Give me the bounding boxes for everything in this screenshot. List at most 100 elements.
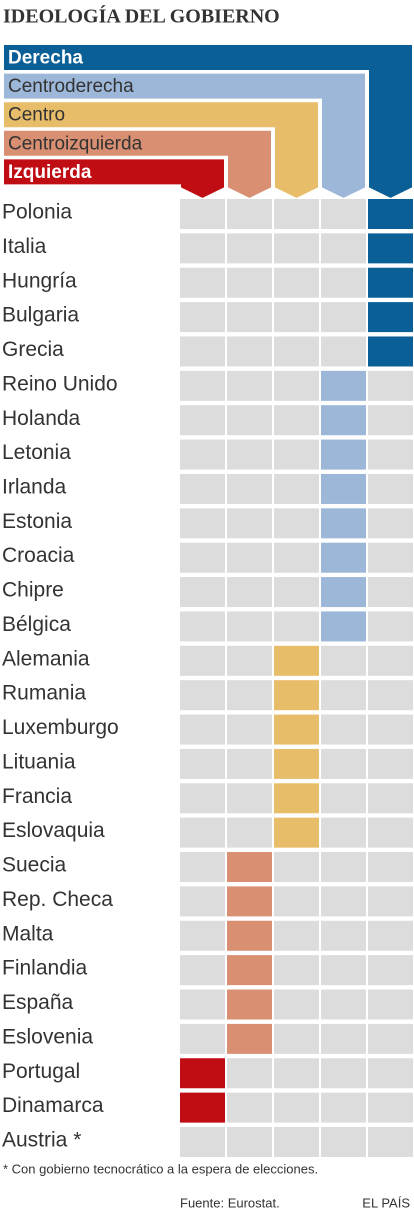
country-label: Finlandia <box>2 957 88 980</box>
empty-cell <box>227 336 272 367</box>
empty-cell <box>274 199 319 229</box>
empty-cell <box>368 473 413 504</box>
empty-cell <box>368 783 413 814</box>
legend-bracket <box>2 43 414 201</box>
empty-cell <box>368 920 413 951</box>
empty-cell <box>321 680 366 711</box>
empty-cell <box>227 439 272 470</box>
empty-cell <box>274 920 319 951</box>
country-label: Hungría <box>2 269 77 292</box>
empty-cell <box>368 1092 413 1123</box>
empty-cell <box>368 989 413 1020</box>
empty-cell <box>368 1058 413 1089</box>
empty-cell <box>227 1092 272 1123</box>
empty-cell <box>321 714 366 745</box>
footnote: * Con gobierno tecnocrático a la espera … <box>3 1161 318 1176</box>
empty-cell <box>274 508 319 539</box>
empty-cell <box>321 783 366 814</box>
ideology-cell <box>321 473 366 504</box>
empty-cell <box>180 783 225 814</box>
country-label: Grecia <box>2 338 64 361</box>
empty-cell <box>321 645 366 676</box>
ideology-cell <box>321 439 366 470</box>
empty-cell <box>227 817 272 848</box>
ideology-cell <box>368 267 413 298</box>
empty-cell <box>180 439 225 470</box>
empty-cell <box>227 233 272 264</box>
empty-cell <box>321 852 366 883</box>
ideology-cell <box>274 714 319 745</box>
ideology-cell <box>321 611 366 642</box>
ideology-cell <box>368 302 413 333</box>
empty-cell <box>321 920 366 951</box>
ideology-cell <box>368 199 413 229</box>
ideology-cell <box>321 577 366 608</box>
empty-cell <box>368 1126 413 1157</box>
country-label: Bélgica <box>2 613 71 636</box>
empty-cell <box>227 508 272 539</box>
ideology-cell <box>274 817 319 848</box>
legend-label: Centroderecha <box>8 76 134 97</box>
empty-cell <box>321 886 366 917</box>
country-label: Portugal <box>2 1060 80 1083</box>
country-label: Lituania <box>2 750 76 773</box>
empty-cell <box>321 199 366 229</box>
country-label: Holanda <box>2 407 81 430</box>
legend-label: Izquierda <box>8 162 92 183</box>
empty-cell <box>368 955 413 986</box>
ideology-cell <box>368 233 413 264</box>
legend-bracket <box>2 157 226 201</box>
country-label: Francia <box>2 785 72 808</box>
ideology-cell <box>321 542 366 573</box>
empty-cell <box>274 370 319 401</box>
empty-cell <box>180 955 225 986</box>
empty-cell <box>180 233 225 264</box>
country-label: Austria * <box>2 1129 81 1152</box>
empty-cell <box>321 817 366 848</box>
country-label: Luxemburgo <box>2 716 119 739</box>
empty-cell <box>368 611 413 642</box>
empty-cell <box>227 611 272 642</box>
country-label: Eslovaquia <box>2 819 105 842</box>
country-label: Letonia <box>2 441 71 464</box>
empty-cell <box>274 542 319 573</box>
empty-cell <box>368 817 413 848</box>
empty-cell <box>368 577 413 608</box>
empty-cell <box>368 680 413 711</box>
empty-cell <box>368 645 413 676</box>
ideology-cell <box>227 989 272 1020</box>
empty-cell <box>321 233 366 264</box>
country-label: Malta <box>2 922 54 945</box>
source: Fuente: Eurostat. <box>180 1195 280 1210</box>
empty-cell <box>274 233 319 264</box>
empty-cell <box>180 1126 225 1157</box>
empty-cell <box>180 714 225 745</box>
empty-cell <box>180 886 225 917</box>
empty-cell <box>274 1126 319 1157</box>
empty-cell <box>321 989 366 1020</box>
country-label: Reino Unido <box>2 372 118 395</box>
empty-cell <box>180 473 225 504</box>
country-label: Alemania <box>2 647 90 670</box>
empty-cell <box>321 748 366 779</box>
ideology-cell <box>321 405 366 436</box>
empty-cell <box>180 817 225 848</box>
empty-cell <box>321 1058 366 1089</box>
empty-cell <box>180 267 225 298</box>
ideology-cell <box>321 370 366 401</box>
ideology-cell <box>227 886 272 917</box>
empty-cell <box>274 336 319 367</box>
empty-cell <box>227 473 272 504</box>
empty-cell <box>321 267 366 298</box>
empty-cell <box>321 1023 366 1054</box>
empty-cell <box>368 370 413 401</box>
legend-label: Centroizquierda <box>8 133 143 154</box>
legend-label: Derecha <box>8 48 83 69</box>
empty-cell <box>274 1092 319 1123</box>
empty-cell <box>274 1023 319 1054</box>
empty-cell <box>321 336 366 367</box>
empty-cell <box>180 405 225 436</box>
empty-cell <box>180 302 225 333</box>
empty-cell <box>180 748 225 779</box>
country-label: Irlanda <box>2 476 67 499</box>
